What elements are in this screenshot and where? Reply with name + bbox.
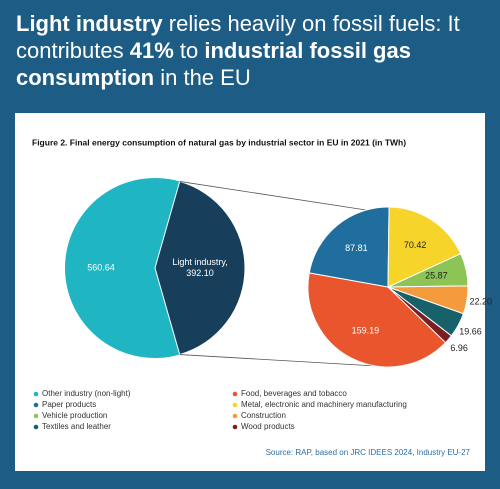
connector [179, 354, 377, 367]
pie-slice [387, 206, 462, 288]
headline-part: industrial fossil gas consumption [16, 38, 411, 90]
connector [179, 181, 367, 211]
legend-label: Textiles and leather [42, 422, 111, 431]
pie-slice [307, 272, 447, 368]
headline-part: to [173, 38, 205, 63]
legend-marker [232, 413, 238, 419]
legend-label: Wood products [241, 422, 295, 431]
chart-title: Figure 2. Final energy consumption of na… [32, 137, 406, 147]
data-label: 6.96 [450, 343, 468, 353]
data-label: 159.19 [352, 326, 380, 336]
headline: Light industry relies heavily on fossil … [16, 10, 486, 91]
headline-part: 41% [129, 38, 174, 63]
headline-part: Light industry [16, 11, 163, 36]
data-label: 87.81 [345, 243, 368, 253]
pie-slice [387, 286, 453, 344]
data-label: 70.42 [404, 240, 427, 250]
legend-marker [33, 413, 39, 419]
pie-slice [308, 206, 390, 288]
pie-slice [154, 180, 246, 356]
headline-part: in the EU [154, 65, 251, 90]
data-label: 25.87 [425, 270, 448, 280]
legend-label: Paper products [42, 400, 96, 409]
legend-label: Metal, electronic and machinery manufact… [241, 400, 407, 409]
data-label: 19.66 [459, 326, 482, 336]
headline-part: relies heavily on fossil fuels: It contr… [16, 11, 460, 63]
legend-label: Food, beverages and tobacco [241, 389, 347, 398]
legend-marker [33, 424, 39, 430]
legend-marker [232, 424, 238, 430]
legend-marker [232, 391, 238, 397]
legend-label: Vehicle production [42, 411, 107, 420]
data-label: 22.20 [469, 297, 492, 307]
legend-marker [33, 391, 39, 397]
legend-marker [232, 402, 238, 408]
data-label: Light industry, 392.10 [172, 257, 228, 278]
legend-label: Other industry (non-light) [42, 389, 131, 398]
pie-slice [65, 178, 180, 359]
data-label: 560.64 [87, 262, 115, 272]
source: Source: RAP, based on JRC IDEES 2024, In… [266, 448, 471, 457]
legend-label: Construction [241, 411, 286, 420]
legend-marker [33, 402, 39, 408]
